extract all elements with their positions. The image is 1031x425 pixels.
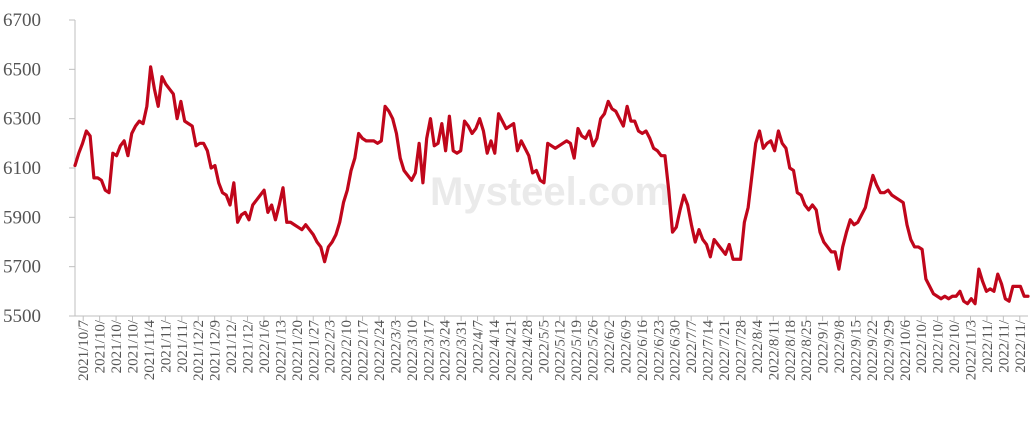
watermark: Mysteel.com	[430, 170, 670, 214]
x-tick-label: 2022/2/24	[372, 320, 388, 381]
x-tick-label: 2022/1/6	[257, 320, 273, 374]
x-tick-label: 2022/1/27	[306, 320, 322, 381]
x-tick-label: 2022/9/15	[848, 320, 864, 381]
x-tick-label: 2022/11/	[980, 319, 996, 373]
x-tick-label: 2022/3/24	[438, 320, 454, 381]
x-tick-label: 2022/3/17	[421, 320, 437, 381]
x-tick-label: 2021/10/	[93, 319, 109, 373]
x-tick-label: 2022/4/28	[520, 320, 536, 381]
x-tick-label: 2022/3/10	[405, 320, 421, 381]
x-tick-label: 2022/11/	[996, 319, 1012, 373]
x-tick-label: 2021/11/	[175, 319, 191, 373]
x-tick-label: 2021/11/	[158, 319, 174, 373]
x-tick-label: 2021/10/	[126, 319, 142, 373]
x-tick-label: 2021/11/4	[142, 320, 158, 381]
y-tick-label: 6700	[3, 10, 41, 31]
series-line	[73, 65, 1030, 306]
x-tick-label: 2022/9/8	[832, 320, 848, 373]
x-tick-label: 2022/9/1	[816, 320, 832, 373]
x-tick-label: 2022/1/13	[273, 320, 289, 381]
x-tick-label: 2022/6/2	[602, 320, 618, 373]
y-tick-label: 6500	[3, 59, 41, 80]
x-tick-label: 2022/3/3	[388, 320, 404, 373]
y-tick-label: 6100	[3, 158, 41, 179]
y-tick-label: 5500	[3, 306, 41, 327]
x-tick-label: 2022/7/21	[717, 320, 733, 381]
x-tick-label: 2022/6/30	[668, 320, 684, 381]
x-tick-label: 2022/1/20	[290, 320, 306, 381]
x-tick-label: 2022/10/	[931, 319, 947, 373]
x-tick-label: 2022/4/21	[503, 320, 519, 381]
x-tick-label: 2021/10/	[109, 319, 125, 373]
x-tick-label: 2022/8/18	[783, 320, 799, 381]
x-tick-label: 2021/12/9	[208, 320, 224, 381]
x-tick-label: 2022/5/5	[536, 320, 552, 373]
x-tick-label: 2022/5/19	[569, 320, 585, 381]
x-tick-label: 2022/10/	[947, 319, 963, 373]
x-tick-label: 2022/4/7	[471, 320, 487, 374]
x-tick-label: 2022/9/22	[865, 320, 881, 381]
y-tick-label: 5700	[3, 257, 41, 278]
x-tick-label: 2022/11/	[1013, 319, 1029, 373]
x-tick-label: 2022/8/4	[750, 320, 766, 374]
x-tick-label: 2022/3/31	[454, 320, 470, 381]
x-tick-label: 2022/6/23	[651, 320, 667, 381]
x-tick-label: 2021/12/2	[191, 320, 207, 381]
x-tick-label: 2022/10/6	[898, 320, 914, 381]
x-tick-label: 2022/5/26	[586, 320, 602, 381]
x-axis: 2021/10/7 2021/10/2021/10/2021/10/2021/11…	[75, 315, 1029, 381]
x-tick-label: 2022/2/10	[339, 320, 355, 381]
x-tick-label: 2022/7/14	[701, 320, 717, 381]
x-tick-label: 2022/6/9	[618, 320, 634, 373]
y-axis: 5500 5700 5900 6100 6300 6500 6700	[3, 10, 76, 327]
y-tick-label: 6300	[3, 109, 41, 130]
x-tick-label: 2022/9/29	[881, 320, 897, 381]
x-tick-label: 2022/10/	[914, 319, 930, 373]
x-tick-label: 2022/4/14	[487, 320, 503, 381]
x-tick-label: 2022/11/3	[963, 320, 979, 380]
series-layer	[73, 65, 1030, 306]
x-tick-label: 2022/6/16	[635, 320, 651, 381]
x-tick-label: 2021/10/7	[76, 320, 92, 381]
x-tick-label: 2022/8/25	[799, 320, 815, 381]
x-tick-label: 2022/7/7	[684, 320, 700, 374]
x-tick-label: 2022/2/3	[323, 320, 339, 373]
x-tick-label: 2021/12/	[241, 319, 257, 373]
x-tick-label: 2022/7/28	[733, 320, 749, 381]
x-tick-label: 2022/5/12	[553, 320, 569, 381]
x-tick-label: 2022/8/11	[766, 320, 782, 380]
x-tick-label: 2022/2/17	[356, 320, 372, 381]
x-tick-label: 2021/12/	[224, 319, 240, 373]
y-tick-label: 5900	[3, 207, 41, 228]
